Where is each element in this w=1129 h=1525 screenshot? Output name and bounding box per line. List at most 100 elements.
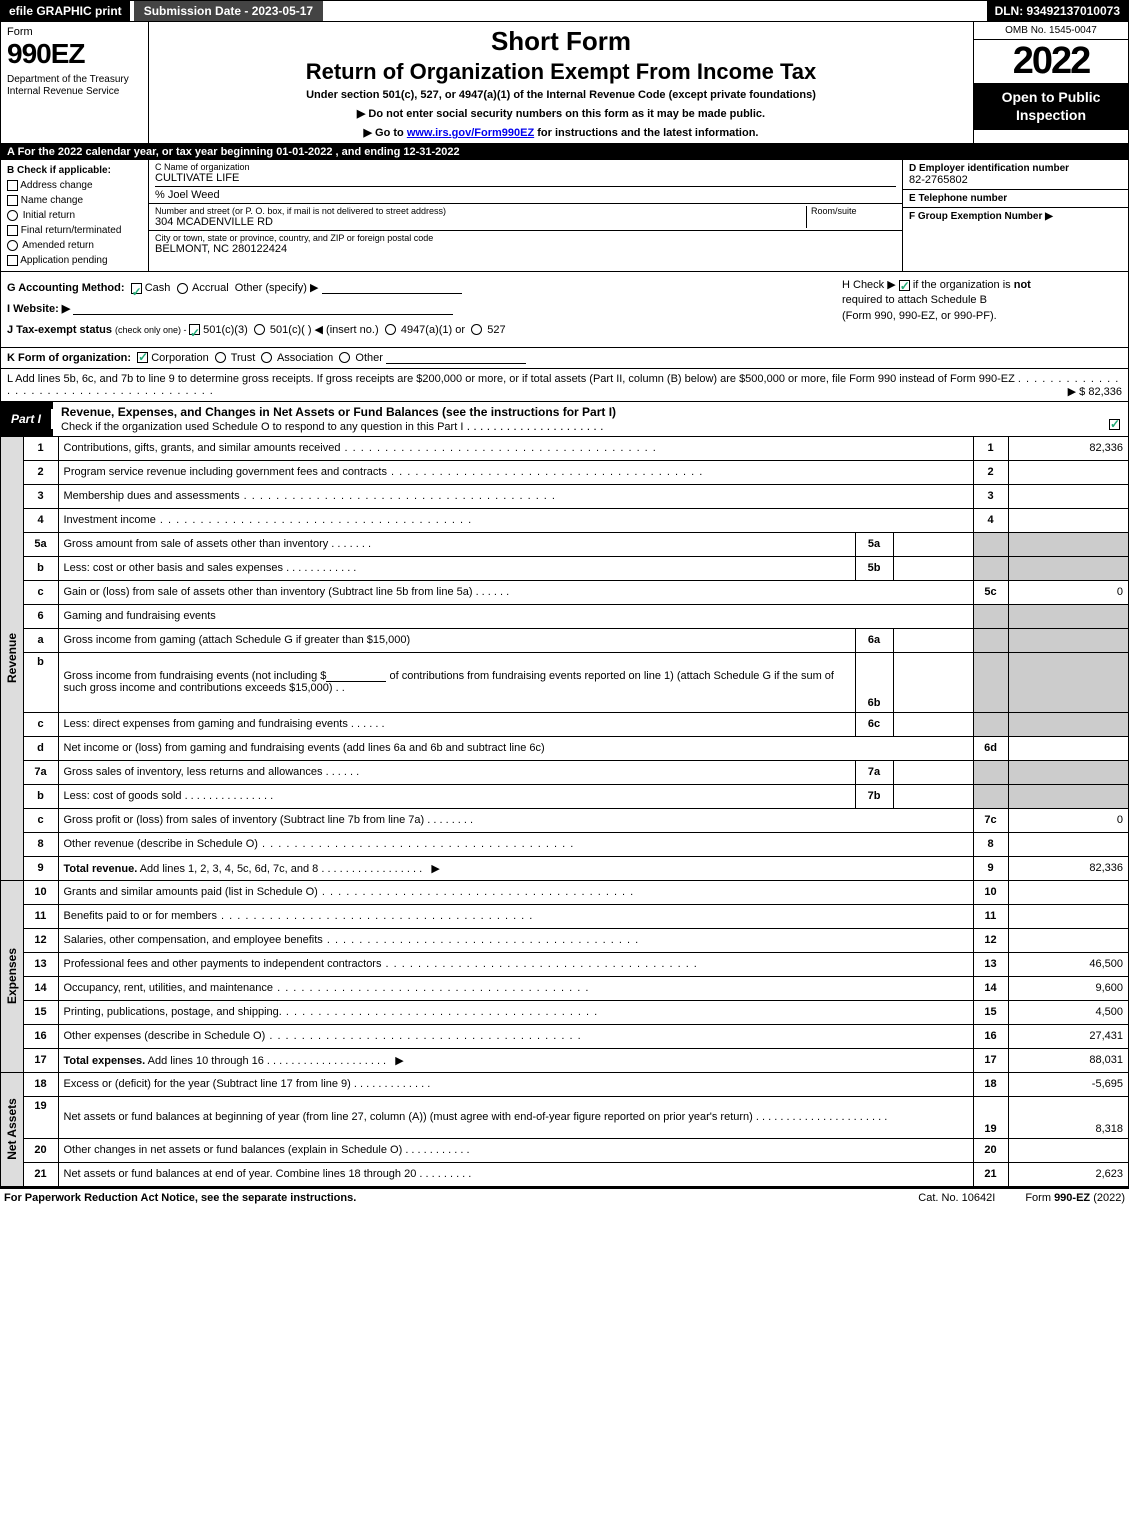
h-line3: (Form 990, 990-EZ, or 990-PF). — [842, 310, 997, 322]
ein-value: 82-2765802 — [909, 174, 1122, 186]
page-footer: For Paperwork Reduction Act Notice, see … — [0, 1188, 1129, 1207]
k-label: K Form of organization: — [7, 352, 131, 364]
tax-year: 2022 — [974, 40, 1128, 83]
section-ghi: G Accounting Method: Cash Accrual Other … — [1, 272, 1128, 348]
checkbox-initial-return[interactable]: Initial return — [7, 208, 142, 223]
website-input[interactable] — [73, 303, 453, 315]
g-accrual-radio[interactable] — [177, 283, 188, 294]
line-5a-row: 5a Gross amount from sale of assets othe… — [1, 532, 1128, 556]
footer-right: Form 990-EZ (2022) — [1025, 1192, 1125, 1204]
line-5c-row: c Gain or (loss) from sale of assets oth… — [1, 580, 1128, 604]
line-8-row: 8 Other revenue (describe in Schedule O)… — [1, 832, 1128, 856]
revenue-sidelabel: Revenue — [1, 436, 23, 880]
section-bcdef: B Check if applicable: Address change Na… — [1, 160, 1128, 272]
city-row: City or town, state or province, country… — [149, 231, 902, 257]
section-i: I Website: ▶ — [7, 299, 830, 320]
h-post: if the organization is — [910, 279, 1014, 291]
g-label: G Accounting Method: — [7, 282, 125, 294]
g-other-input[interactable] — [322, 282, 462, 294]
k-corp-checkbox[interactable] — [137, 352, 148, 363]
l-text: L Add lines 5b, 6c, and 7b to line 9 to … — [7, 373, 1015, 385]
header-left: Form 990EZ Department of the Treasury In… — [1, 22, 149, 143]
line-7a-row: 7a Gross sales of inventory, less return… — [1, 760, 1128, 784]
part1-title: Revenue, Expenses, and Changes in Net As… — [53, 402, 1128, 436]
form-990ez-page: efile GRAPHIC print Submission Date - 20… — [0, 0, 1129, 1188]
k-assoc-radio[interactable] — [261, 352, 272, 363]
careof: % Joel Weed — [155, 186, 896, 201]
line-16-row: 16 Other expenses (describe in Schedule … — [1, 1024, 1128, 1048]
k-other-radio[interactable] — [339, 352, 350, 363]
j-501c-radio[interactable] — [254, 324, 265, 335]
group-exemption-label: F Group Exemption Number ▶ — [909, 211, 1053, 222]
goto-pre: ▶ Go to — [364, 127, 407, 139]
org-name-label: C Name of organization — [155, 162, 896, 172]
line-6c-row: c Less: direct expenses from gaming and … — [1, 712, 1128, 736]
footer-catno: Cat. No. 10642I — [918, 1192, 995, 1204]
line-2-row: 2 Program service revenue including gove… — [1, 460, 1128, 484]
open-inspection: Open to Public Inspection — [974, 83, 1128, 130]
header-center: Short Form Return of Organization Exempt… — [149, 22, 973, 143]
h-pre: H Check ▶ — [842, 279, 899, 291]
checkbox-application-pending[interactable]: Application pending — [7, 253, 142, 268]
goto-link[interactable]: www.irs.gov/Form990EZ — [407, 127, 534, 139]
section-g: G Accounting Method: Cash Accrual Other … — [7, 278, 830, 299]
part1-header: Part I Revenue, Expenses, and Changes in… — [1, 402, 1128, 436]
line-6-row: 6 Gaming and fundraising events — [1, 604, 1128, 628]
checkbox-address-change[interactable]: Address change — [7, 178, 142, 193]
section-a: A For the 2022 calendar year, or tax yea… — [1, 144, 1128, 160]
form-header: Form 990EZ Department of the Treasury In… — [1, 22, 1128, 144]
h-not: not — [1014, 279, 1031, 291]
section-k: K Form of organization: Corporation Trus… — [1, 348, 1128, 369]
line-9-row: 9 Total revenue. Add lines 1, 2, 3, 4, 5… — [1, 856, 1128, 880]
line-15-row: 15 Printing, publications, postage, and … — [1, 1000, 1128, 1024]
line-5b-row: b Less: cost or other basis and sales ex… — [1, 556, 1128, 580]
g-cash-checkbox[interactable] — [131, 283, 142, 294]
header-right: OMB No. 1545-0047 2022 Open to Public In… — [973, 22, 1128, 143]
omb-number: OMB No. 1545-0047 — [974, 22, 1128, 40]
line-3-row: 3 Membership dues and assessments 3 — [1, 484, 1128, 508]
ein-label: D Employer identification number — [909, 163, 1122, 174]
form-label: Form — [7, 26, 142, 38]
return-title: Return of Organization Exempt From Incom… — [155, 59, 967, 85]
footer-left: For Paperwork Reduction Act Notice, see … — [4, 1192, 888, 1204]
under-section: Under section 501(c), 527, or 4947(a)(1)… — [155, 89, 967, 101]
dept-label: Department of the Treasury Internal Reve… — [7, 74, 142, 98]
i-label: I Website: ▶ — [7, 303, 70, 315]
k-trust-radio[interactable] — [215, 352, 226, 363]
checkbox-final-return[interactable]: Final return/terminated — [7, 223, 142, 238]
line-17-row: 17 Total expenses. Add lines 10 through … — [1, 1048, 1128, 1072]
short-form-title: Short Form — [155, 26, 967, 57]
section-l: L Add lines 5b, 6c, and 7b to line 9 to … — [1, 369, 1128, 402]
section-j: J Tax-exempt status (check only one) - 5… — [7, 320, 830, 341]
org-name-row: C Name of organization CULTIVATE LIFE % … — [149, 160, 902, 204]
6b-contrib-input[interactable] — [326, 670, 386, 682]
goto-post: for instructions and the latest informat… — [534, 127, 758, 139]
j-527-radio[interactable] — [471, 324, 482, 335]
checkbox-name-change[interactable]: Name change — [7, 193, 142, 208]
k-other-input[interactable] — [386, 352, 526, 364]
ghi-left: G Accounting Method: Cash Accrual Other … — [1, 272, 836, 347]
section-c: C Name of organization CULTIVATE LIFE % … — [149, 160, 903, 271]
dln-label: DLN: 93492137010073 — [987, 1, 1128, 21]
line-21-row: 21 Net assets or fund balances at end of… — [1, 1162, 1128, 1186]
phone-label: E Telephone number — [909, 193, 1122, 204]
j-label: J Tax-exempt status — [7, 324, 112, 336]
j-4947-radio[interactable] — [385, 324, 396, 335]
line-1-row: Revenue 1 Contributions, gifts, grants, … — [1, 436, 1128, 460]
street: 304 MCADENVILLE RD — [155, 216, 806, 228]
section-h: H Check ▶ if the organization is not req… — [836, 272, 1128, 347]
checkbox-amended-return[interactable]: Amended return — [7, 238, 142, 253]
h-checkbox[interactable] — [899, 280, 910, 291]
line-7c-row: c Gross profit or (loss) from sales of i… — [1, 808, 1128, 832]
j-501c3-checkbox[interactable] — [189, 324, 200, 335]
line-18-row: Net Assets 18 Excess or (deficit) for th… — [1, 1072, 1128, 1096]
org-name: CULTIVATE LIFE — [155, 172, 896, 184]
no-ssn-line: ▶ Do not enter social security numbers o… — [155, 107, 967, 120]
line-6b-row: b Gross income from fundraising events (… — [1, 652, 1128, 712]
section-b: B Check if applicable: Address change Na… — [1, 160, 149, 271]
h-line2: required to attach Schedule B — [842, 294, 987, 306]
line-19-row: 19 Net assets or fund balances at beginn… — [1, 1096, 1128, 1138]
part1-schedule-o-checkbox[interactable] — [1109, 419, 1120, 430]
city-label: City or town, state or province, country… — [155, 233, 896, 243]
l-amount: ▶ $ 82,336 — [1068, 385, 1122, 398]
